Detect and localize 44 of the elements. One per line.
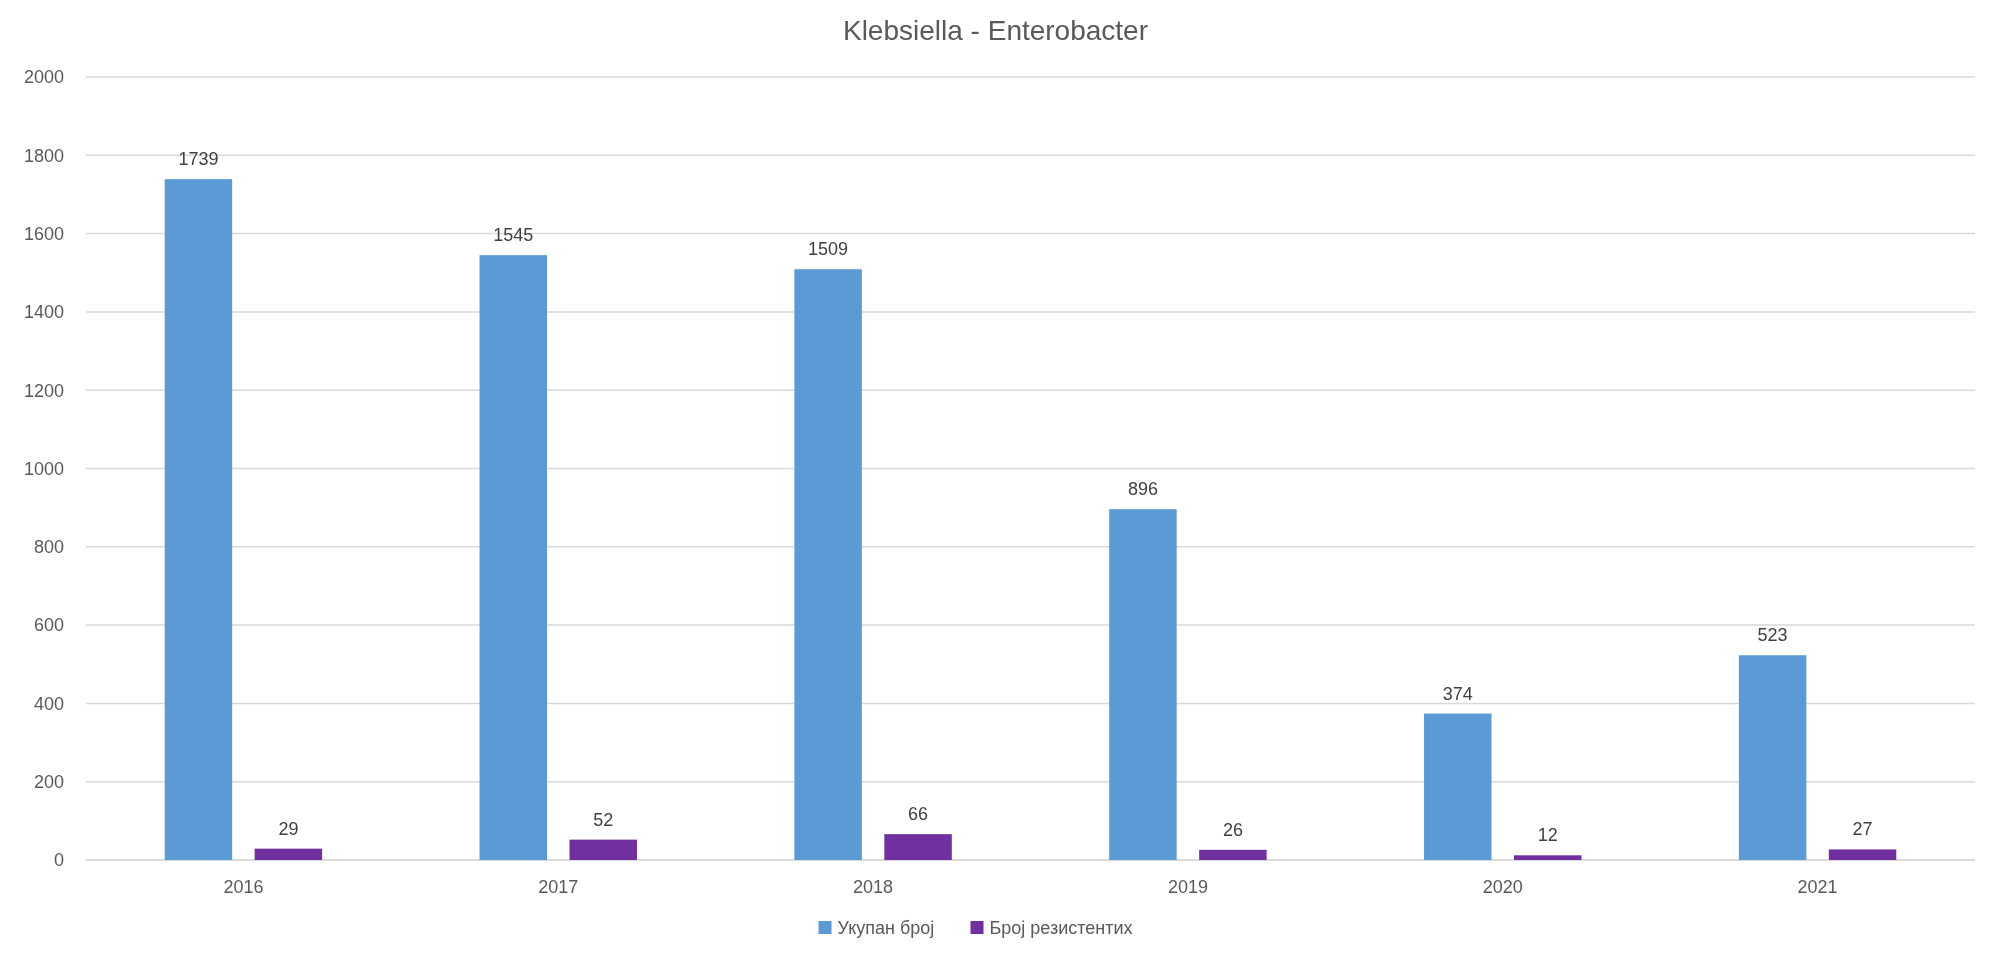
y-tick-label: 2000 [23, 67, 64, 88]
data-label: 27 [1852, 819, 1873, 840]
bar [1513, 855, 1582, 860]
y-tick-label: 1800 [23, 145, 64, 166]
x-tick-label: 2017 [538, 877, 579, 897]
bar [479, 255, 548, 860]
bar [1828, 849, 1897, 860]
data-label: 523 [1757, 625, 1788, 646]
y-tick-label: 1400 [23, 302, 64, 323]
data-label: 29 [278, 818, 299, 839]
data-label: 52 [593, 809, 614, 830]
bar [164, 179, 233, 860]
bar [254, 848, 323, 860]
bar [794, 269, 862, 860]
legend-label: Укупан број [837, 918, 935, 939]
x-tick-label: 2018 [853, 877, 894, 897]
x-tick-label: 2019 [1167, 877, 1208, 897]
bar [1199, 849, 1267, 860]
y-tick-label: 400 [33, 693, 64, 714]
y-tick-label: 0 [53, 850, 64, 871]
y-tick-label: 200 [33, 772, 64, 792]
y-tick-label: 1000 [23, 458, 64, 479]
chart-title: Klebsiella - Enterobacter [842, 15, 1149, 46]
bar [1109, 509, 1177, 860]
bar [884, 834, 952, 860]
x-tick-label: 2020 [1482, 877, 1523, 897]
bar [1424, 713, 1492, 860]
bar [1738, 655, 1807, 860]
data-label: 26 [1222, 819, 1243, 840]
data-label: 66 [908, 804, 929, 825]
legend-label: Број резистентих [989, 918, 1133, 939]
data-label: 12 [1537, 825, 1558, 846]
data-label: 1545 [493, 225, 534, 246]
x-tick-label: 2016 [223, 877, 264, 897]
data-label: 374 [1442, 683, 1473, 704]
y-tick-label: 600 [33, 615, 64, 636]
y-tick-label: 1200 [23, 380, 64, 401]
bar [569, 839, 637, 860]
data-label: 896 [1127, 479, 1158, 500]
y-tick-label: 800 [33, 537, 64, 558]
data-label: 1739 [178, 149, 219, 170]
x-tick-label: 2021 [1797, 877, 1838, 897]
data-label: 1509 [808, 239, 849, 260]
y-tick-label: 1600 [23, 223, 64, 244]
